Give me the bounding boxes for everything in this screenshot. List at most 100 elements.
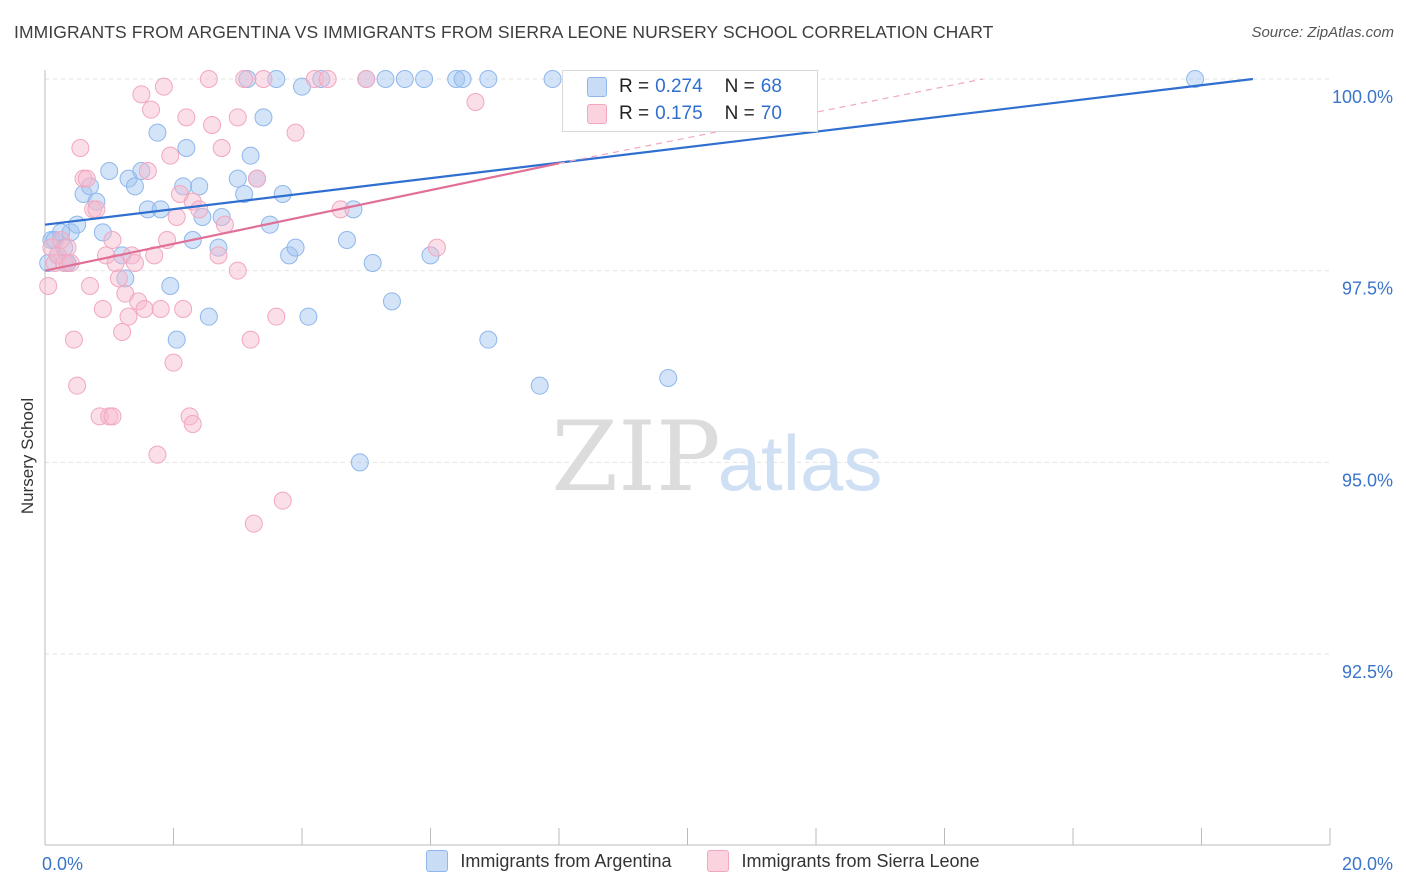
point-argentina bbox=[273, 185, 292, 203]
n-label: N = bbox=[724, 103, 755, 124]
point-argentina bbox=[363, 254, 382, 272]
point-sierra-leone bbox=[241, 330, 260, 349]
point-sierra-leone bbox=[77, 169, 96, 188]
point-sierra-leone bbox=[427, 238, 446, 257]
point-argentina bbox=[132, 162, 151, 180]
legend-item-argentina: Immigrants from Argentina bbox=[426, 850, 671, 872]
point-argentina bbox=[1186, 70, 1205, 88]
point-sierra-leone bbox=[167, 208, 186, 226]
point-argentina bbox=[421, 246, 440, 265]
point-argentina bbox=[235, 185, 254, 203]
point-argentina bbox=[350, 453, 369, 472]
point-argentina bbox=[382, 292, 401, 311]
point-sierra-leone bbox=[183, 415, 202, 433]
point-sierra-leone bbox=[90, 407, 109, 426]
point-sierra-leone bbox=[42, 238, 61, 257]
source-label: Source: ZipAtlas.com bbox=[1251, 24, 1394, 41]
y-tick-label: 97.5% bbox=[1342, 279, 1393, 299]
point-argentina bbox=[116, 269, 135, 288]
point-argentina bbox=[125, 177, 144, 196]
point-argentina bbox=[267, 70, 286, 88]
point-sierra-leone bbox=[148, 445, 167, 464]
point-sierra-leone bbox=[164, 353, 183, 372]
x-tick-label: 20.0% bbox=[1342, 854, 1393, 874]
point-sierra-leone bbox=[52, 231, 71, 249]
r-label: R = bbox=[619, 76, 650, 97]
n-label: N = bbox=[724, 76, 755, 97]
y-tick-label: 100.0% bbox=[1332, 87, 1393, 107]
point-sierra-leone bbox=[138, 162, 157, 180]
point-argentina bbox=[280, 246, 299, 265]
point-argentina bbox=[100, 162, 119, 180]
point-sierra-leone bbox=[125, 254, 144, 272]
point-sierra-leone bbox=[103, 231, 122, 249]
point-argentina bbox=[395, 70, 414, 88]
point-sierra-leone bbox=[103, 407, 122, 426]
point-sierra-leone bbox=[154, 77, 173, 96]
stats-box: R = 0.274 N = 68 R = 0.175 N = 70 bbox=[562, 70, 818, 132]
point-argentina bbox=[177, 139, 196, 157]
point-argentina bbox=[299, 307, 318, 326]
grid bbox=[45, 78, 1330, 655]
point-sierra-leone bbox=[135, 300, 154, 318]
point-sierra-leone bbox=[106, 254, 125, 272]
legend-label-sierra-leone: Immigrants from Sierra Leone bbox=[741, 850, 980, 871]
chart-title: IMMIGRANTS FROM ARGENTINA VS IMMIGRANTS … bbox=[14, 22, 994, 42]
point-argentina bbox=[479, 330, 498, 349]
legend-swatch-argentina bbox=[426, 850, 449, 872]
r-value: 0.175 bbox=[655, 103, 703, 124]
point-sierra-leone bbox=[119, 307, 138, 326]
watermark-zip: ZIP bbox=[551, 401, 720, 513]
point-argentina bbox=[148, 123, 167, 142]
point-argentina bbox=[479, 70, 498, 88]
point-sierra-leone bbox=[190, 200, 209, 219]
point-sierra-leone bbox=[209, 246, 228, 265]
point-argentina bbox=[93, 223, 112, 242]
point-argentina bbox=[415, 70, 434, 88]
point-argentina bbox=[161, 277, 180, 295]
point-sierra-leone bbox=[203, 116, 222, 134]
tick-labels: 100.0% 97.5% 95.0% 92.5% 0.0% 20.0% bbox=[42, 87, 1393, 874]
point-sierra-leone bbox=[80, 277, 99, 295]
y-tick-label: 92.5% bbox=[1342, 662, 1393, 682]
stats-swatch-sierra-leone bbox=[587, 104, 607, 124]
point-sierra-leone bbox=[466, 93, 485, 111]
point-sierra-leone bbox=[174, 300, 193, 318]
stats-row-sierra-leone: R = 0.175 N = 70 bbox=[587, 101, 782, 127]
point-sierra-leone bbox=[129, 292, 148, 311]
point-sierra-leone bbox=[235, 70, 254, 88]
point-argentina bbox=[61, 223, 80, 242]
point-sierra-leone bbox=[71, 139, 90, 157]
point-sierra-leone bbox=[254, 70, 273, 88]
point-argentina bbox=[337, 231, 356, 249]
n-value: 68 bbox=[760, 76, 782, 97]
trend-line-sierra-leone bbox=[44, 162, 560, 272]
point-argentina bbox=[167, 330, 186, 349]
stats-swatch-argentina bbox=[587, 77, 607, 97]
watermark-atlas: atlas bbox=[718, 419, 883, 507]
trend-line-argentina bbox=[44, 77, 1254, 226]
point-sierra-leone bbox=[58, 238, 77, 257]
point-sierra-leone bbox=[93, 300, 112, 318]
point-sierra-leone bbox=[109, 269, 128, 288]
x-tick-label: 0.0% bbox=[42, 854, 83, 874]
point-sierra-leone bbox=[212, 139, 231, 157]
point-sierra-leone bbox=[68, 376, 87, 395]
point-argentina bbox=[376, 70, 395, 88]
point-sierra-leone bbox=[39, 277, 58, 295]
point-argentina bbox=[190, 177, 209, 196]
point-sierra-leone bbox=[64, 330, 83, 349]
point-sierra-leone bbox=[286, 123, 305, 142]
point-sierra-leone bbox=[273, 491, 292, 510]
r-label: R = bbox=[619, 103, 650, 124]
point-sierra-leone bbox=[244, 514, 263, 533]
point-sierra-leone bbox=[267, 307, 286, 326]
point-argentina bbox=[199, 307, 218, 326]
y-tick-label: 95.0% bbox=[1342, 470, 1393, 490]
point-sierra-leone bbox=[305, 70, 324, 88]
r-value: 0.274 bbox=[655, 76, 703, 97]
point-sierra-leone bbox=[215, 215, 234, 234]
point-argentina bbox=[659, 369, 678, 387]
point-sierra-leone bbox=[132, 85, 151, 104]
